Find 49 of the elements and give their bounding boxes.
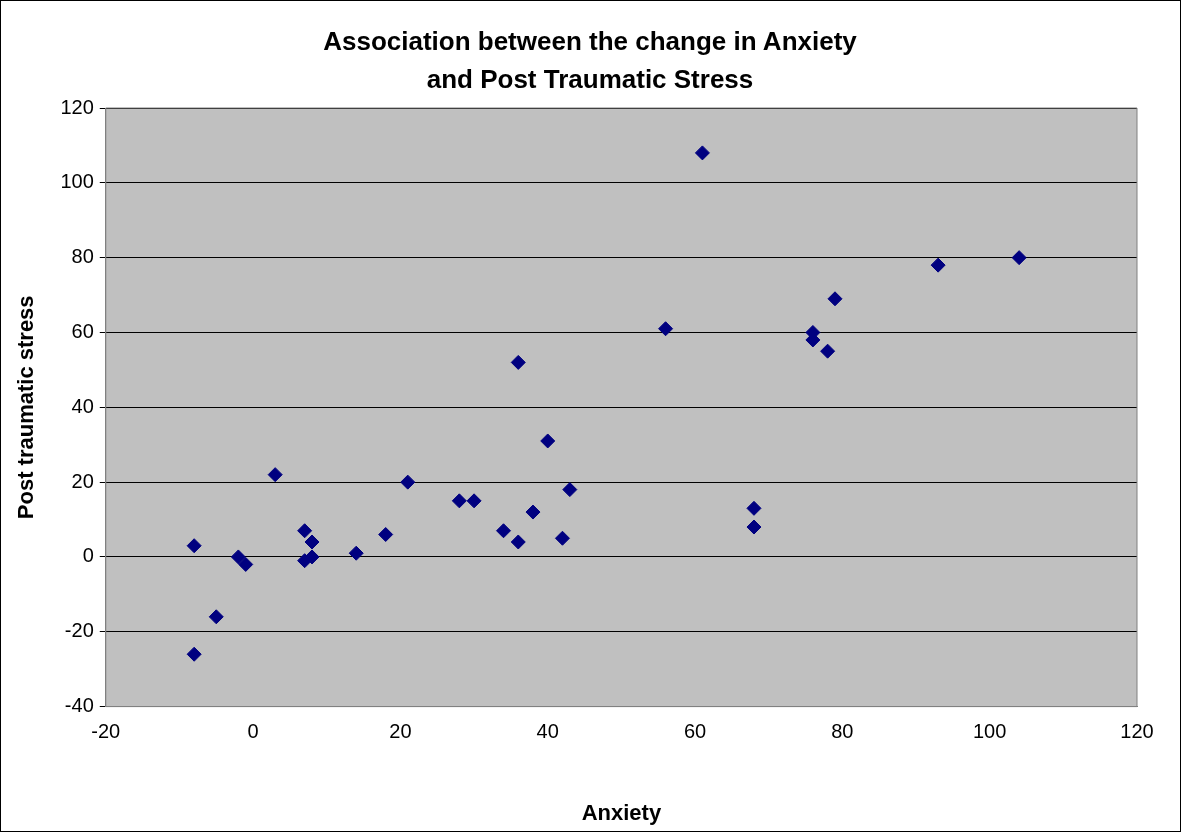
chart-title: Association between the change in Anxiety and Post Traumatic Stress <box>322 25 858 96</box>
x-axis-title: Anxiety <box>581 799 662 825</box>
point <box>746 500 762 516</box>
point <box>694 145 710 161</box>
point <box>186 646 202 662</box>
point <box>496 523 512 539</box>
y-axis-title: Post traumatic stress <box>13 295 39 520</box>
point <box>451 493 467 509</box>
point <box>540 433 556 449</box>
y-tick-label: 0 <box>82 544 94 567</box>
point <box>238 556 254 572</box>
x-tick-label: 20 <box>389 720 412 743</box>
point <box>348 545 364 561</box>
point <box>186 538 202 554</box>
point <box>827 291 843 307</box>
point <box>297 523 313 539</box>
point <box>267 467 283 483</box>
x-tick-label: 0 <box>247 720 259 743</box>
y-tick-label: -20 <box>64 619 94 642</box>
point <box>304 549 320 565</box>
point <box>230 549 246 565</box>
x-tick-label: 80 <box>831 720 854 743</box>
point <box>304 534 320 550</box>
point <box>510 354 526 370</box>
x-tick-label: 60 <box>683 720 707 743</box>
point <box>930 257 946 273</box>
point <box>378 527 394 542</box>
point <box>820 343 836 359</box>
x-tick-label: 100 <box>972 720 1007 743</box>
point <box>562 482 578 498</box>
x-tick-label: -20 <box>91 720 121 743</box>
point <box>658 321 674 337</box>
point <box>1011 250 1027 266</box>
point <box>466 493 482 509</box>
point <box>554 530 570 546</box>
point <box>510 534 526 550</box>
y-tick-label: 20 <box>71 469 94 492</box>
y-tick-label: 60 <box>71 319 94 342</box>
point <box>208 609 224 625</box>
y-tick-label: -40 <box>64 694 94 717</box>
x-tick-label: 40 <box>536 720 559 743</box>
x-tick-label: 120 <box>1120 720 1154 743</box>
point <box>525 504 541 520</box>
y-tick-label: 100 <box>60 170 94 193</box>
y-tick-label: 120 <box>60 95 94 118</box>
point <box>400 474 416 490</box>
y-tick-label: 80 <box>71 245 94 268</box>
point <box>746 519 762 535</box>
y-tick-label: 40 <box>71 394 94 417</box>
